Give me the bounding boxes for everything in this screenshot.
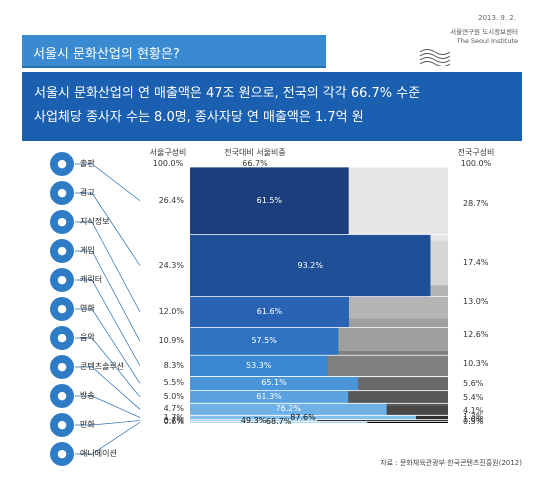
page-title: 서울시 문화산업의 현황은?: [33, 47, 180, 62]
category-name: 캐릭터: [80, 275, 103, 284]
nation-share-label-5: 5.6%: [463, 379, 484, 389]
seoul-share-label-9: 0.7%: [163, 415, 184, 425]
ad-icon: ●: [50, 181, 74, 205]
seoul-share-total: 100.0%: [152, 159, 184, 168]
leader-line-1: [75, 192, 141, 266]
org-block: 서울연구원 도시정보센터 The Seoul Institute: [418, 26, 518, 45]
nation-vs-seoul-total: 66.7%: [242, 159, 268, 168]
leader-line-3: [75, 250, 141, 342]
title-bar: 서울시 문화산업의 현황은?: [22, 35, 326, 68]
nation-share-label-0: 28.7%: [463, 198, 489, 208]
ratio-label-8: 87.6%: [290, 412, 316, 422]
seoul-share-label-8: 1.7%: [163, 412, 184, 422]
seoul-share-bar-6: [190, 390, 349, 404]
nation-share-total: 100.0%: [460, 159, 492, 168]
nation-share-label-9: 1.0%: [463, 415, 484, 425]
leader-line-2: [75, 221, 141, 313]
nation-share-label-1: 17.4%: [463, 257, 489, 267]
nation-share-label-8: 1.3%: [463, 412, 484, 422]
seoul-share-bar-7: [190, 403, 387, 416]
ratio-label-7: 76.2%: [275, 404, 301, 414]
seoul-share-bar-5: [190, 376, 358, 391]
nation-share-segment-9: [190, 419, 448, 422]
leader-line-10: [75, 421, 141, 455]
nation-share-header: 전국구성비 100.0%: [448, 147, 504, 169]
ratio-label-9: 49.3%: [240, 415, 267, 425]
seoul-share-label-7: 4.7%: [163, 404, 184, 414]
ratio-label-10: 68.7%: [265, 417, 292, 427]
date-label: 2013. 9. 2.: [478, 14, 516, 22]
category-name: 방송: [80, 391, 95, 400]
seoul-share-label-4: 8.3%: [163, 360, 184, 370]
monitor-icon: ●: [50, 355, 74, 379]
nation-share-label-7: 4.1%: [463, 405, 484, 415]
ratio-label-4: 53.3%: [246, 360, 272, 370]
leader-line-6: [75, 337, 141, 398]
summary-line-2: 사업체당 종사자 수는 8.0명, 종사자당 연 매출액은 1.7억 원: [34, 110, 364, 125]
seoul-share-label-2: 12.0%: [158, 307, 184, 316]
ratio-label-2: 61.6%: [256, 307, 283, 316]
seoul-share-label-3: 10.9%: [158, 336, 184, 346]
seoul-share-bar-10: [190, 421, 368, 423]
category-name: 게임: [80, 246, 95, 255]
seoul-share-bar-0: [190, 167, 349, 235]
leader-line-9: [75, 420, 141, 426]
book-icon: ●: [50, 152, 74, 176]
ratio-label-6: 61.3%: [256, 391, 282, 401]
ratio-label-3: 57.5%: [251, 336, 277, 346]
ratio-label-0: 61.5%: [256, 195, 283, 205]
nation-share-title: 전국구성비: [457, 148, 495, 157]
leader-line-7: [75, 366, 141, 410]
summary-box: 서울시 문화산업의 연 매출액은 47조 원으로, 전국의 각각 66.7% 수…: [22, 72, 522, 141]
nation-share-label-3: 12.6%: [463, 329, 489, 339]
ratio-label-5: 65.1%: [261, 378, 287, 388]
seoul-share-label-0: 26.4%: [158, 195, 184, 205]
ratio-label-1: 93.2%: [297, 260, 323, 270]
seoul-share-bar-9: [190, 419, 318, 422]
character-icon: ●: [50, 268, 74, 292]
seoul-share-label-10: 0.6%: [163, 417, 184, 427]
nation-share-label-6: 5.4%: [463, 393, 484, 403]
headphones-icon: ●: [50, 326, 74, 350]
category-name: 만화: [80, 420, 95, 429]
category-name: 광고: [80, 188, 95, 197]
tv-icon: ●: [50, 384, 74, 408]
nation-share-label-2: 13.0%: [463, 296, 489, 306]
seoul-institute-logo: [419, 49, 451, 66]
animation-icon: ●: [50, 442, 74, 466]
question-icon: ●: [50, 210, 74, 234]
leader-line-0: [75, 163, 141, 202]
seoul-share-title: 서울구성비: [149, 148, 187, 157]
nation-share-label-4: 10.3%: [463, 358, 489, 368]
gamepad-icon: ●: [50, 239, 74, 263]
nation-vs-seoul-title: 전국대비 서울비중: [224, 148, 286, 157]
film-icon: ●: [50, 297, 74, 321]
seoul-share-bar-2: [190, 296, 349, 328]
summary-line-1: 서울시 문화산업의 연 매출액은 47조 원으로, 전국의 각각 66.7% 수…: [34, 86, 421, 101]
comic-icon: ●: [50, 413, 74, 437]
source-note: 자료 : 문화체육관광부·한국콘텐츠진흥원(2012): [380, 459, 522, 467]
seoul-share-label-6: 5.0%: [163, 391, 184, 401]
seoul-share-bar-3: [190, 327, 339, 356]
seoul-share-bar-8: [190, 415, 417, 420]
category-name: 출판: [80, 159, 95, 168]
leader-line-8: [75, 395, 141, 418]
category-name: 애니메이션: [80, 449, 117, 458]
category-name: 콘텐츠솔루션: [80, 362, 125, 371]
leader-line-4: [75, 279, 141, 367]
category-name: 지식정보: [80, 217, 110, 226]
org-english-name: The Seoul Institute: [456, 37, 518, 45]
seoul-share-label-5: 5.5%: [163, 378, 184, 388]
seoul-share-bar-1: [190, 234, 431, 297]
category-name: 음악: [80, 333, 95, 342]
nation-vs-seoul-header: 전국대비 서울비중 66.7%: [205, 147, 305, 169]
nation-share-label-10: 0.5%: [463, 417, 484, 427]
seoul-share-header: 서울구성비 100.0%: [143, 147, 193, 169]
seoul-share-bar-4: [190, 355, 328, 377]
seoul-share-label-1: 24.3%: [158, 260, 184, 270]
leader-line-5: [75, 308, 141, 384]
org-korean-name: 서울연구원 도시정보센터: [450, 28, 518, 36]
category-name: 영화: [80, 304, 95, 313]
